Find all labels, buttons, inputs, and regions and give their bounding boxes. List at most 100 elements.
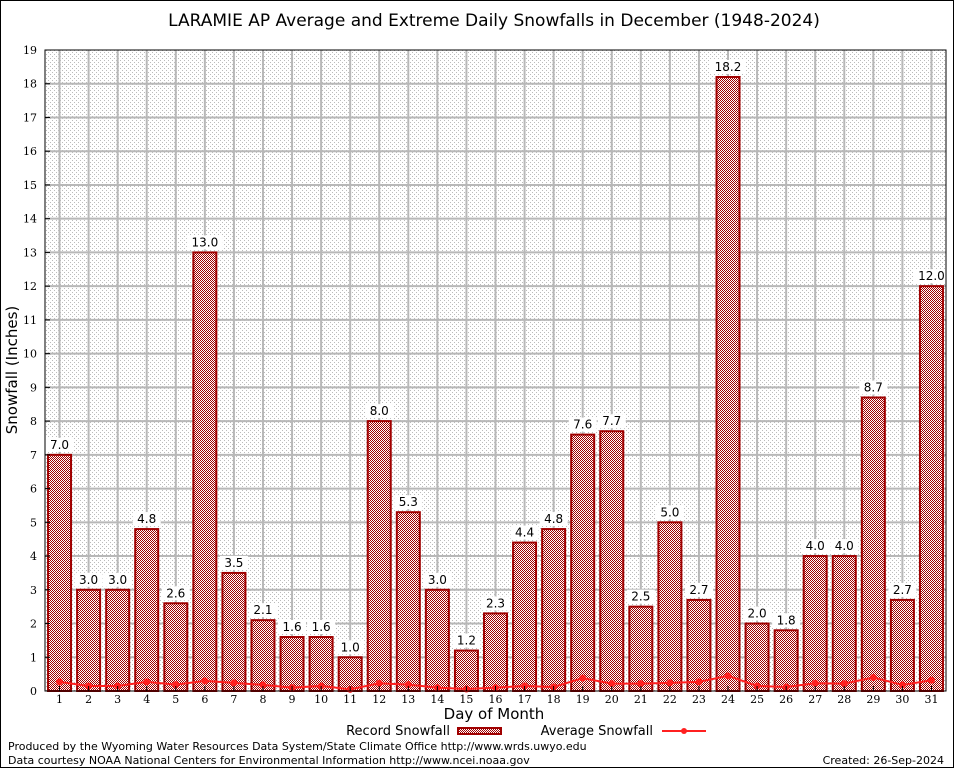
bar-label-bg — [45, 437, 74, 452]
bar-label-bg — [452, 633, 481, 648]
bar-value-label: 1.6 — [283, 620, 302, 634]
x-tick-label: 22 — [663, 693, 677, 706]
x-tick-label: 24 — [721, 693, 735, 706]
bar-label-bg — [336, 640, 365, 655]
x-tick-label: 15 — [459, 693, 473, 706]
y-tick-label: 6 — [30, 483, 37, 496]
average-point — [608, 680, 616, 688]
bar-value-label: 5.3 — [399, 495, 418, 509]
record-bar — [424, 588, 450, 693]
x-tick-label: 31 — [924, 693, 938, 706]
bar-value-label: 4.0 — [835, 539, 854, 553]
x-tick-label: 17 — [518, 693, 532, 706]
y-tick-label: 14 — [23, 213, 37, 226]
average-point — [695, 678, 703, 686]
x-tick-label: 9 — [289, 693, 296, 706]
footer-data-source: Data courtesy NOAA National Centers for … — [8, 754, 530, 767]
bar-label-bg — [801, 539, 830, 554]
bar-value-label: 3.0 — [428, 573, 447, 587]
record-bar — [715, 75, 741, 692]
x-axis-label: Day of Month — [444, 705, 545, 723]
bar-value-label: 3.0 — [79, 573, 98, 587]
bar-value-label: 4.4 — [515, 526, 534, 540]
y-tick-label: 13 — [23, 246, 37, 259]
y-tick-label: 16 — [23, 145, 37, 158]
bar-value-label: 8.7 — [864, 380, 883, 394]
bar-value-label: 4.0 — [806, 539, 825, 553]
average-point — [724, 672, 732, 680]
average-point — [898, 681, 906, 689]
bar-value-label: 2.5 — [631, 590, 650, 604]
record-bar — [599, 430, 625, 692]
y-tick-label: 0 — [30, 685, 37, 698]
bar-label-bg — [365, 404, 394, 419]
x-tick-label: 25 — [750, 693, 764, 706]
x-tick-label: 7 — [230, 693, 237, 706]
record-bar — [366, 420, 392, 692]
x-tick-label: 23 — [692, 693, 706, 706]
record-bar — [541, 528, 567, 693]
footer-created: Created: 26-Sep-2024 — [823, 754, 944, 767]
record-bar — [279, 636, 305, 693]
legend-record-swatch — [457, 727, 502, 735]
average-point — [375, 679, 383, 687]
record-bar — [860, 396, 886, 692]
bar-label-bg — [248, 603, 277, 618]
x-tick-label: 13 — [401, 693, 415, 706]
record-bar — [628, 605, 654, 692]
x-tick-label: 14 — [430, 693, 444, 706]
bar-value-label: 3.0 — [108, 573, 127, 587]
legend: Record Snowfall Average Snowfall — [346, 724, 706, 739]
average-point — [811, 679, 819, 687]
bar-label-bg — [626, 589, 655, 604]
bar-label-bg — [423, 572, 452, 587]
bar-value-label: 12.0 — [918, 269, 945, 283]
x-tick-label: 8 — [259, 693, 266, 706]
bar-label-bg — [132, 512, 161, 527]
x-ticks: 1 2 3 4 5 6 7 8 9 10 11 12 13 14 15 16 17 18 19 20 21 22 23 24 2… — [56, 686, 938, 706]
bar-label-bg — [394, 495, 423, 510]
bar-value-label: 7.7 — [602, 414, 621, 428]
bar-label-bg — [186, 235, 223, 250]
average-point — [143, 678, 151, 686]
bar-label-bg — [74, 572, 103, 587]
record-bar — [134, 528, 160, 693]
x-tick-label: 19 — [576, 693, 590, 706]
average-point — [172, 681, 180, 689]
bar-label-bg — [684, 582, 713, 597]
x-tick-label: 1 — [56, 693, 63, 706]
record-bar — [889, 598, 915, 692]
record-bar — [395, 511, 421, 693]
average-point — [840, 680, 848, 688]
record-bar — [163, 602, 189, 693]
bar-label-bg — [913, 269, 950, 284]
bar-value-label: 1.0 — [341, 640, 360, 654]
y-tick-label: 3 — [30, 584, 37, 597]
bar-label-bg — [510, 525, 539, 540]
bar-label-bg — [888, 582, 917, 597]
bar-label-bg — [161, 586, 190, 601]
average-point — [230, 679, 238, 687]
record-bar — [105, 588, 131, 693]
bar-label-bg — [103, 572, 132, 587]
bar-label-bg — [539, 512, 568, 527]
legend-average-marker — [681, 728, 687, 734]
bar-value-label: 8.0 — [370, 404, 389, 418]
average-point — [201, 677, 209, 685]
x-tick-label: 20 — [605, 693, 619, 706]
bar-value-label: 1.8 — [777, 613, 796, 627]
bar-value-label: 1.2 — [457, 634, 476, 648]
bar-label-bg — [307, 620, 336, 635]
bar-value-label: 4.8 — [544, 512, 563, 526]
average-point — [259, 681, 267, 689]
average-point — [579, 674, 587, 682]
bar-label-bg — [772, 613, 801, 628]
x-tick-label: 2 — [85, 693, 92, 706]
x-tick-label: 4 — [143, 693, 150, 706]
record-bar — [512, 541, 538, 693]
record-bar — [744, 622, 770, 692]
bar-value-label: 7.0 — [50, 438, 69, 452]
record-bar — [47, 453, 73, 692]
x-tick-label: 18 — [547, 693, 561, 706]
y-tick-label: 2 — [30, 618, 37, 631]
